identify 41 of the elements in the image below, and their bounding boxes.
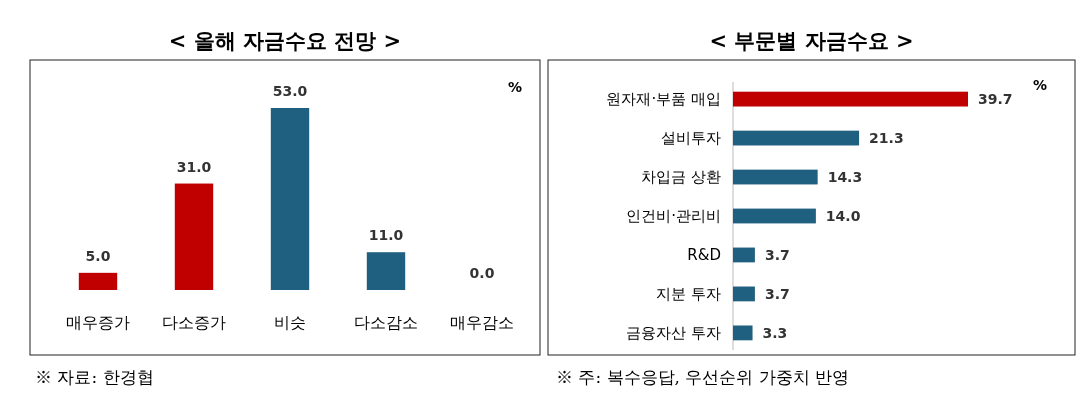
x-tick-label: 다소감소 [354,313,418,332]
y-tick-label: 인건비·관리비 [626,207,721,225]
bar [733,286,755,302]
x-axis-title: % [1032,77,1048,93]
x-tick-label: 다소증가 [162,313,226,332]
text: ※ 주: 복수응답, 우선순위 가중치 반영 [556,367,850,387]
y-tick-label: 금융자산 투자 [626,323,721,342]
y-tick-label: 지분 투자 [656,284,721,303]
data-label: 53.0 [272,83,308,99]
y-tick-label: 설비투자 [661,129,721,148]
x-tick-label: 매우감소 [450,313,514,332]
data-label: 21.3 [869,130,904,147]
y-tick-label: R&D [687,245,721,264]
data-label: 31.0 [176,158,212,175]
data-label: 3.7 [764,246,790,263]
bar [733,208,816,224]
bar [270,108,310,290]
y-tick-label: 차입금 상환 [641,168,721,187]
bar [366,252,406,290]
data-label: 14.3 [827,169,863,186]
chart-title: < 올해 자금수요 전망 > [168,29,402,53]
y-tick-label: 원자재·부품 매입 [606,90,721,109]
bar [78,272,118,290]
data-label: 5.0 [85,247,111,264]
x-tick-label: 매우증가 [66,313,130,332]
text: ※ 자료: 한경협 [35,367,154,387]
bar [733,169,818,185]
data-label: 0.0 [469,265,495,281]
data-label: 3.3 [762,324,788,341]
bar [733,247,755,263]
data-label: 14.0 [825,208,861,224]
bar [733,130,860,146]
data-label: 11.0 [368,227,404,244]
bar [733,91,968,107]
x-tick-label: 비슷 [274,313,306,332]
bar [733,325,753,341]
data-label: 3.7 [764,285,790,302]
chart-title: < 부문별 자금수요 > [709,29,914,53]
bar [174,183,214,290]
y-axis-title: % [507,79,523,95]
data-label: 39.7 [978,91,1013,108]
